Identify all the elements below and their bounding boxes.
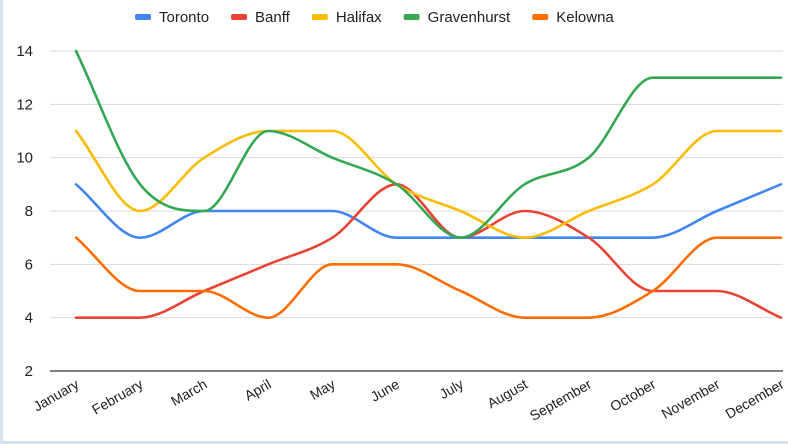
series-line-gravenhurst <box>74 49 783 239</box>
x-tick-label: February <box>89 376 146 418</box>
x-tick-label: December <box>723 376 787 422</box>
x-tick-label: October <box>607 376 658 415</box>
legend-swatch-banff <box>231 14 248 20</box>
x-tick-label: April <box>242 376 274 404</box>
legend-swatch-kelowna <box>532 14 549 20</box>
y-axis-ticks: 2 4 6 8 10 12 14 <box>16 43 33 380</box>
series-line-halifax <box>74 129 783 239</box>
legend-label-toronto: Toronto <box>159 9 209 26</box>
series-line-toronto <box>74 183 783 239</box>
legend: Toronto Banff Halifax Gravenhurst Kelowna <box>135 9 614 26</box>
legend-label-gravenhurst: Gravenhurst <box>428 9 511 26</box>
legend-swatch-gravenhurst <box>403 14 420 20</box>
legend-swatch-toronto <box>135 14 151 20</box>
legend-label-banff: Banff <box>255 9 291 26</box>
x-tick-label: May <box>307 376 338 403</box>
x-tick-label: September <box>527 376 595 424</box>
gridlines <box>50 50 783 372</box>
y-tick-label: 12 <box>16 96 33 113</box>
legend-swatch-halifax <box>311 14 328 20</box>
y-tick-label: 10 <box>16 150 33 167</box>
series-line-banff <box>74 183 783 319</box>
x-axis-ticks: January February March April May June July Augu… <box>30 376 786 424</box>
x-tick-label: June <box>368 376 402 405</box>
y-tick-label: 2 <box>25 363 33 380</box>
x-tick-label: August <box>484 376 530 412</box>
y-tick-label: 4 <box>25 310 33 327</box>
legend-label-kelowna: Kelowna <box>556 9 614 26</box>
series-lines <box>74 49 783 319</box>
x-tick-label: January <box>30 376 81 415</box>
x-tick-label: March <box>168 376 210 409</box>
x-tick-label: November <box>658 376 722 422</box>
x-tick-label: July <box>436 376 466 402</box>
y-tick-label: 6 <box>25 256 33 273</box>
legend-label-halifax: Halifax <box>336 9 382 26</box>
y-tick-label: 14 <box>16 43 33 60</box>
y-tick-label: 8 <box>25 203 33 220</box>
series-line-kelowna <box>74 236 783 319</box>
